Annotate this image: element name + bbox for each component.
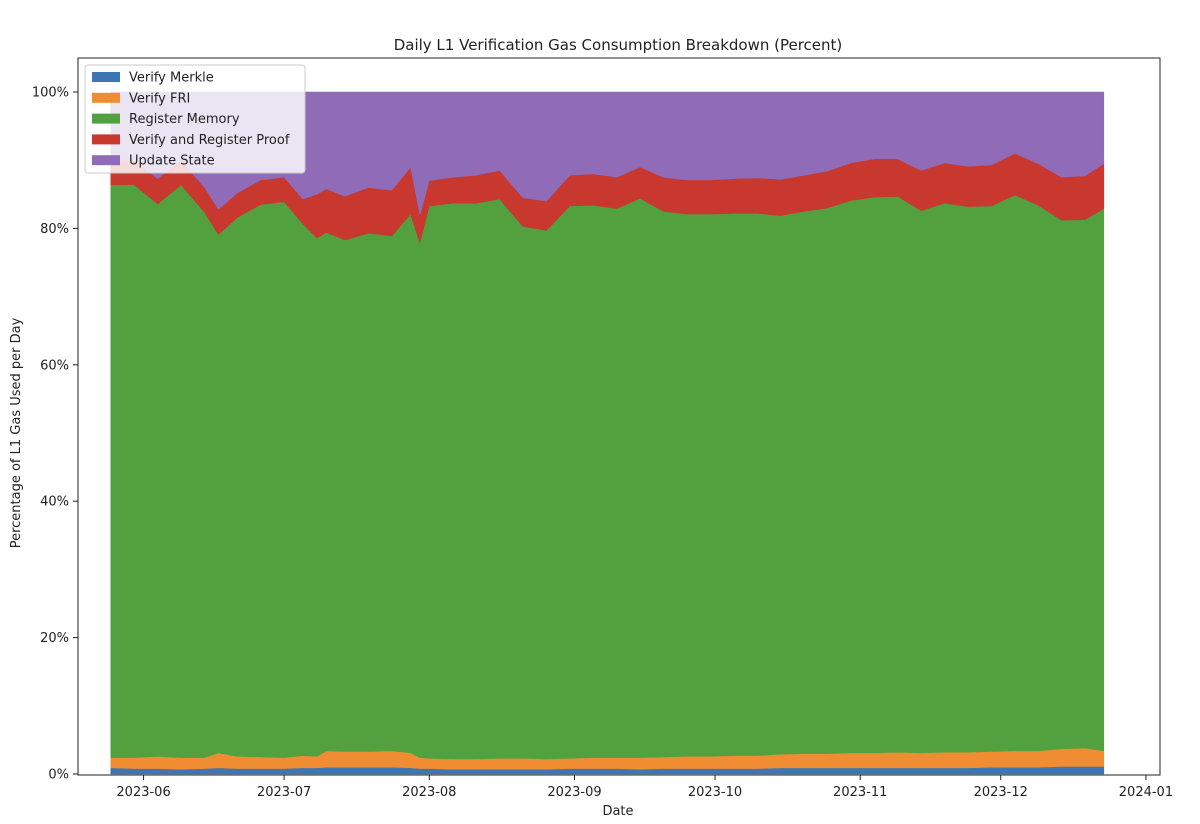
y-tick-label: 20% — [40, 631, 69, 646]
y-tick-label: 60% — [40, 358, 69, 373]
legend-label: Verify FRI — [129, 91, 190, 106]
x-tick-label: 2023-10 — [688, 785, 742, 800]
legend-label: Verify Merkle — [129, 71, 214, 86]
area-register-memory — [110, 184, 1105, 760]
x-tick-label: 2023-07 — [257, 785, 311, 800]
y-tick-label: 80% — [40, 222, 69, 237]
legend-label: Register Memory — [129, 112, 240, 127]
legend-swatch — [92, 92, 120, 103]
legend-box — [84, 64, 306, 174]
x-axis: 2023-06 2023-07 2023-08 2023-09 2023-10 2023-… — [116, 775, 1173, 800]
legend-swatch — [92, 134, 120, 145]
y-tick-label: 100% — [32, 86, 69, 101]
legend-swatch — [92, 72, 120, 82]
y-axis: 0% 20% 40% 60% 80% 100% — [32, 86, 78, 783]
x-tick-label: 2023-12 — [974, 785, 1028, 800]
x-axis-title: Date — [602, 804, 633, 819]
legend-label: Verify and Register Proof — [129, 133, 290, 148]
y-axis-title: Percentage of L1 Gas Used per Day — [9, 317, 24, 548]
x-tick-label: 2023-11 — [833, 785, 887, 800]
y-tick-label: 0% — [48, 768, 69, 783]
x-tick-label: 2024-01 — [1119, 785, 1173, 800]
plot-frame — [77, 57, 1161, 776]
x-tick-label: 2023-08 — [402, 785, 456, 800]
legend: Verify Merkle Verify FRI Register Memory Ve… — [84, 64, 306, 174]
plot-areas — [110, 91, 1105, 775]
legend-swatch — [92, 155, 120, 166]
x-tick-label: 2023-09 — [547, 785, 601, 800]
area-update-state — [110, 91, 1105, 215]
legend-swatch — [92, 113, 120, 124]
x-tick-label: 2023-06 — [116, 785, 170, 800]
chart-title: Daily L1 Verification Gas Consumption Br… — [394, 36, 843, 54]
y-tick-label: 40% — [40, 495, 69, 510]
legend-label: Update State — [129, 154, 215, 169]
